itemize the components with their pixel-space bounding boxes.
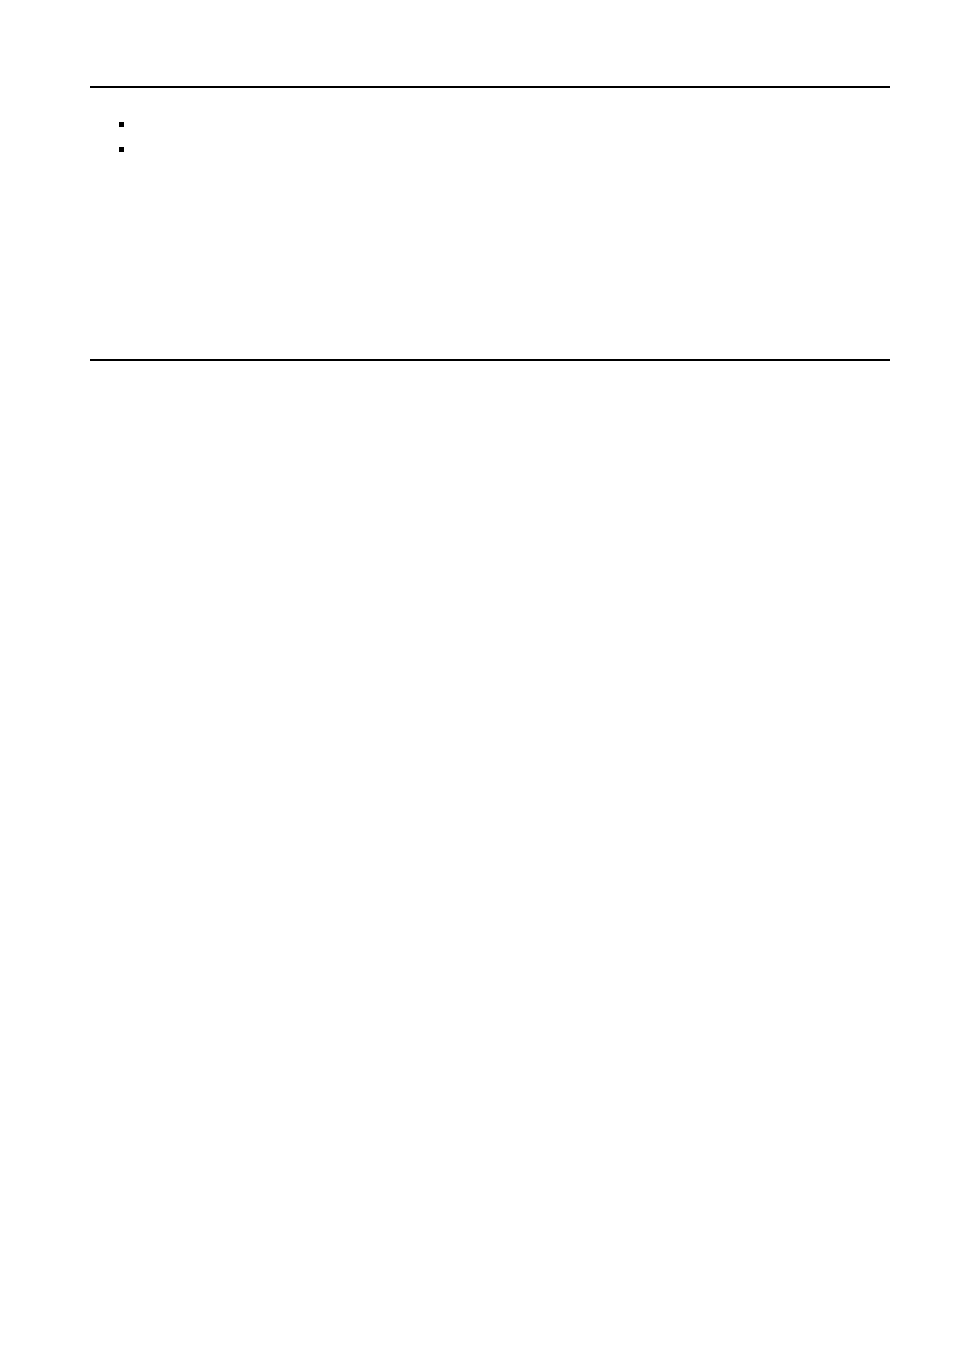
list-item	[136, 137, 890, 160]
header-rule	[90, 86, 890, 88]
chart-container	[120, 179, 890, 329]
bullet-list	[118, 112, 890, 159]
footer-rule	[90, 359, 890, 361]
page	[0, 0, 960, 421]
line-chart	[120, 179, 420, 329]
list-item	[136, 112, 890, 135]
